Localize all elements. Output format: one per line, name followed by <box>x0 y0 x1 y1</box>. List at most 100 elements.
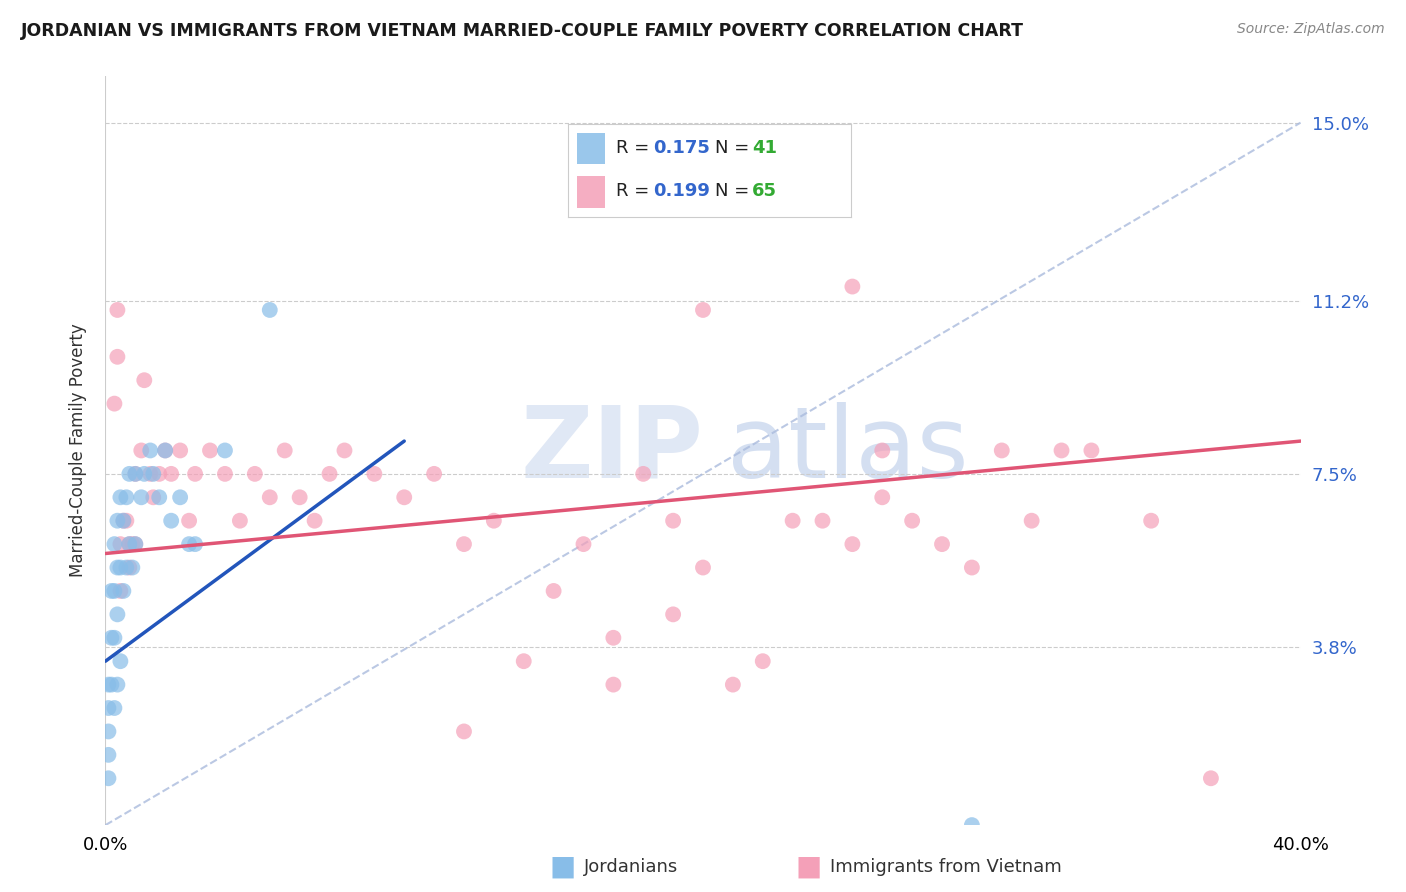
Point <box>118 537 141 551</box>
Point <box>110 654 132 668</box>
Point <box>115 560 138 574</box>
Point <box>1080 443 1102 458</box>
Text: 41: 41 <box>752 139 778 157</box>
Point <box>121 560 143 574</box>
Point <box>543 583 565 598</box>
Point <box>103 537 125 551</box>
Point <box>1140 514 1163 528</box>
Point <box>107 302 129 317</box>
Point <box>1050 443 1073 458</box>
Point <box>662 607 685 622</box>
Point <box>124 537 146 551</box>
Point <box>115 490 138 504</box>
Point <box>602 631 624 645</box>
Point <box>214 443 236 458</box>
Bar <box>576 176 605 208</box>
Point <box>872 490 894 504</box>
Point <box>103 396 125 410</box>
Point <box>602 678 624 692</box>
Point <box>97 701 120 715</box>
Point <box>453 537 475 551</box>
Text: 0.175: 0.175 <box>652 139 710 157</box>
Point <box>129 490 153 504</box>
Text: N =: N = <box>716 181 755 200</box>
Point <box>160 514 183 528</box>
Point <box>692 560 714 574</box>
Point <box>841 279 863 293</box>
Text: R =: R = <box>616 181 655 200</box>
Point <box>453 724 475 739</box>
Point <box>363 467 385 481</box>
Y-axis label: Married-Couple Family Poverty: Married-Couple Family Poverty <box>69 324 87 577</box>
Point <box>103 701 125 715</box>
Text: N =: N = <box>716 139 755 157</box>
Point <box>662 514 685 528</box>
Point <box>103 631 125 645</box>
Point <box>872 443 894 458</box>
Point <box>118 467 141 481</box>
Point <box>139 467 162 481</box>
Point <box>482 514 505 528</box>
Point <box>124 467 146 481</box>
Point <box>115 514 138 528</box>
Point <box>901 514 924 528</box>
Point <box>177 537 201 551</box>
Text: 0.199: 0.199 <box>652 181 710 200</box>
Point <box>110 537 132 551</box>
Point <box>107 678 129 692</box>
Point <box>110 583 132 598</box>
Point <box>110 490 132 504</box>
Point <box>112 514 135 528</box>
Point <box>931 537 953 551</box>
Point <box>1021 514 1043 528</box>
Point <box>423 467 446 481</box>
Point <box>155 443 177 458</box>
Point <box>633 467 655 481</box>
Text: atlas: atlas <box>727 402 969 499</box>
Point <box>782 514 804 528</box>
Text: Immigrants from Vietnam: Immigrants from Vietnam <box>830 858 1062 876</box>
Point <box>721 678 744 692</box>
Point <box>97 678 120 692</box>
Point <box>121 537 143 551</box>
Text: JORDANIAN VS IMMIGRANTS FROM VIETNAM MARRIED-COUPLE FAMILY POVERTY CORRELATION C: JORDANIAN VS IMMIGRANTS FROM VIETNAM MAR… <box>21 22 1024 40</box>
Text: ■: ■ <box>550 853 575 881</box>
Point <box>142 490 165 504</box>
Point <box>841 537 863 551</box>
Point <box>112 514 135 528</box>
Text: ZIP: ZIP <box>520 402 703 499</box>
Point <box>118 537 141 551</box>
Point <box>811 514 834 528</box>
Point <box>1199 771 1222 786</box>
Point <box>100 583 122 598</box>
Point <box>692 302 714 317</box>
Point <box>214 467 236 481</box>
Point <box>148 490 170 504</box>
Point <box>169 490 191 504</box>
Point <box>97 747 120 762</box>
Point <box>751 654 773 668</box>
Point <box>134 467 156 481</box>
Point <box>97 724 120 739</box>
Point <box>103 583 125 598</box>
Point <box>97 771 120 786</box>
Point <box>124 537 146 551</box>
Point <box>107 350 129 364</box>
Point <box>333 443 356 458</box>
Text: Source: ZipAtlas.com: Source: ZipAtlas.com <box>1237 22 1385 37</box>
Point <box>318 467 340 481</box>
Point <box>243 467 266 481</box>
Point <box>273 443 295 458</box>
Point <box>572 537 595 551</box>
Point <box>259 302 281 317</box>
Point <box>124 467 146 481</box>
Point <box>990 443 1012 458</box>
Text: 65: 65 <box>752 181 778 200</box>
Point <box>139 443 162 458</box>
Text: ■: ■ <box>796 853 821 881</box>
Point <box>129 443 153 458</box>
Point <box>184 537 207 551</box>
Point <box>160 467 183 481</box>
Point <box>960 560 983 574</box>
Point <box>169 443 191 458</box>
